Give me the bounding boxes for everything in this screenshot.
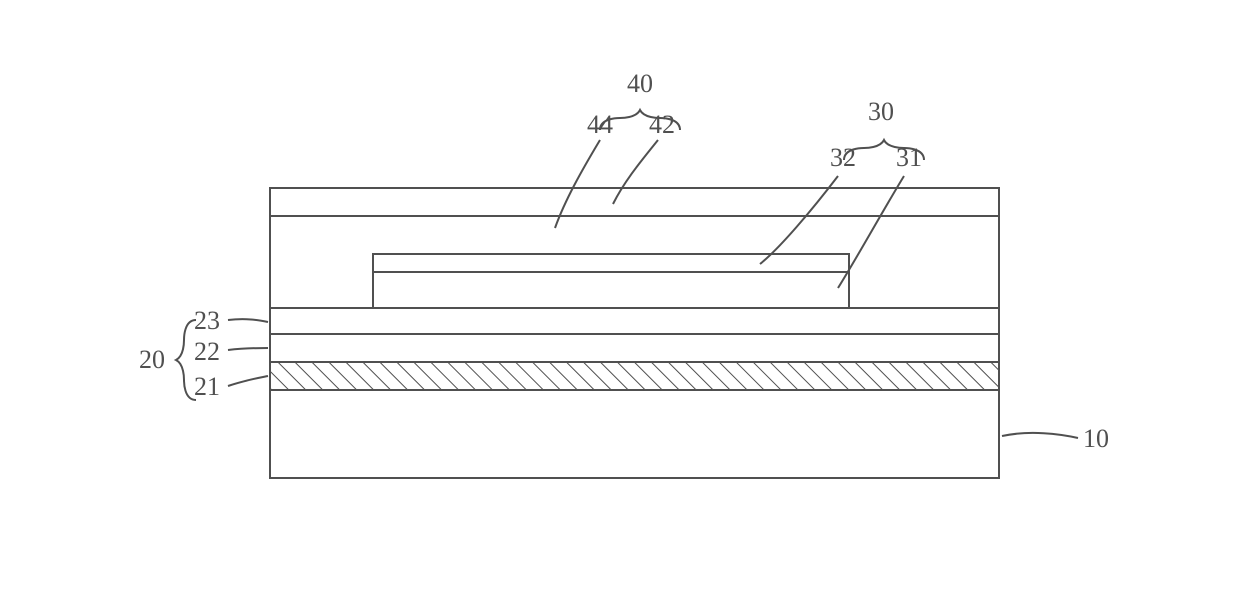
leader-l42 (613, 140, 658, 204)
leader-l44 (555, 140, 600, 228)
label-23: 23 (194, 306, 220, 335)
label-32: 32 (830, 143, 856, 172)
label-22: 22 (194, 337, 220, 366)
brace-20 (176, 320, 196, 400)
label-10: 10 (1083, 424, 1109, 453)
label-21: 21 (194, 372, 220, 401)
label-42: 42 (649, 110, 675, 139)
upper-block-outline (373, 254, 849, 308)
leader-l32 (760, 176, 838, 264)
label-30: 30 (868, 97, 894, 126)
leader-l21 (228, 376, 268, 386)
hatched-layer (270, 362, 999, 390)
leader-l31 (838, 176, 904, 288)
label-31: 31 (896, 143, 922, 172)
label-20: 20 (139, 345, 165, 374)
label-40: 40 (627, 69, 653, 98)
label-44: 44 (587, 110, 613, 139)
leader-l10 (1002, 433, 1078, 438)
leader-l22 (228, 348, 268, 350)
leader-l23 (228, 319, 268, 322)
